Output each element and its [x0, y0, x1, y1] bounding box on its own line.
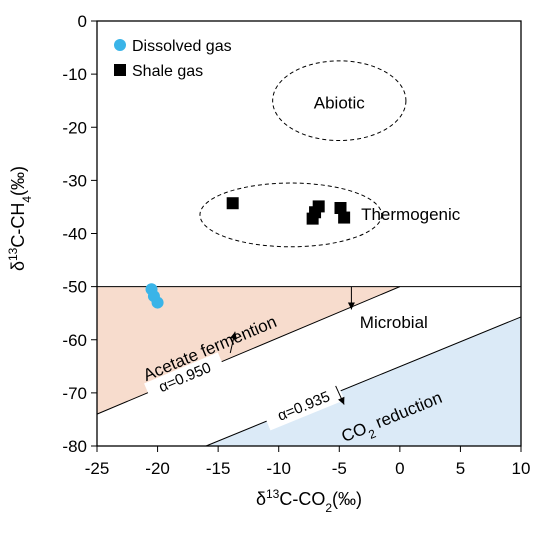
legend-label-dissolved-gas: Dissolved gas — [132, 38, 232, 55]
y-title-unit: (‰) — [8, 166, 28, 196]
legend-marker-shale-gas — [114, 64, 126, 76]
abiotic-label: Abiotic — [314, 94, 366, 113]
thermogenic-label: Thermogenic — [361, 205, 461, 224]
microbial-arrow-head — [347, 302, 355, 310]
abiotic-field — [272, 60, 407, 142]
y-axis-title: δ13C-CH4(‰) — [6, 166, 34, 271]
x-title-sub: 2 — [325, 501, 332, 515]
alpha-line-1 — [205, 316, 522, 447]
points-layer — [145, 197, 351, 309]
y-axis: 0 -10 -20 -30 -40 -50 -60 -70 -80 — [62, 12, 97, 456]
x-tick-label: 0 — [395, 459, 404, 478]
x-title-delta: δ — [256, 489, 266, 509]
y-tick-label: -40 — [62, 225, 87, 244]
alpha-label-bg-0 — [144, 352, 226, 402]
shale-gas-point-3 — [312, 200, 325, 213]
x-axis: -25 -20 -15 -10 -5 0 5 10 — [85, 446, 531, 478]
y-tick-label: 0 — [78, 12, 87, 31]
legend: Dissolved gas Shale gas — [114, 38, 232, 80]
y-tick-label: -50 — [62, 278, 87, 297]
y-title-delta: δ — [8, 261, 28, 271]
y-tick-label: -10 — [62, 65, 87, 84]
x-title-sup: 13 — [266, 487, 280, 501]
y-title-sup: 13 — [6, 247, 20, 261]
y-tick-label: -70 — [62, 384, 87, 403]
alpha-label-bg-1 — [262, 381, 345, 431]
x-title-main: C-CO — [279, 489, 325, 509]
y-title-sub: 4 — [20, 196, 34, 203]
x-title-unit: (‰) — [332, 489, 362, 509]
legend-marker-dissolved-gas — [114, 39, 126, 51]
y-tick-label: -30 — [62, 171, 87, 190]
x-tick-label: 10 — [512, 459, 531, 478]
shale-gas-point-0 — [226, 197, 239, 210]
acetate-arrow-head — [230, 331, 237, 340]
x-axis-title: δ13C-CO2(‰) — [256, 487, 362, 515]
x-tick-label: -15 — [206, 459, 231, 478]
x-tick-label: -5 — [332, 459, 347, 478]
arrows-layer — [229, 286, 355, 405]
x-tick-label: 5 — [456, 459, 465, 478]
x-tick-label: -10 — [266, 459, 291, 478]
alpha-line-0 — [96, 286, 401, 415]
thermogenic-field — [199, 182, 383, 248]
co2-arrow-head — [338, 396, 345, 405]
y-tick-label: -80 — [62, 437, 87, 456]
microbial-label: Microbial — [360, 313, 428, 332]
x-tick-label: -25 — [85, 459, 110, 478]
dissolved-gas-point-2 — [151, 296, 164, 309]
y-tick-label: -20 — [62, 118, 87, 137]
y-title-main: C-CH — [8, 203, 28, 248]
shale-gas-point-4 — [334, 202, 347, 214]
y-tick-label: -60 — [62, 331, 87, 350]
legend-label-shale-gas: Shale gas — [132, 63, 203, 80]
shale-gas-point-5 — [338, 211, 351, 224]
x-tick-label: -20 — [145, 459, 170, 478]
co2-label-sub: 2 — [366, 426, 378, 442]
